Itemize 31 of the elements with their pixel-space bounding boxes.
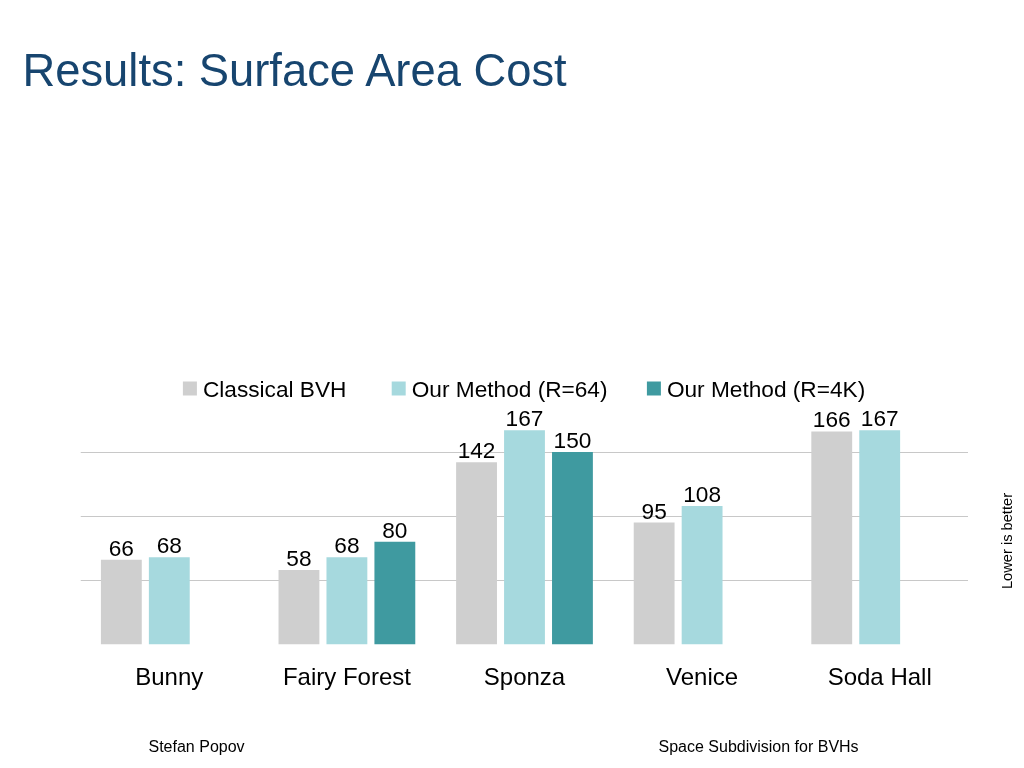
bar	[326, 557, 368, 645]
x-tick-label: Fairy Forest	[282, 662, 412, 690]
data-label: 167	[860, 405, 899, 432]
data-label: 95	[641, 497, 667, 524]
data-label: 167	[505, 405, 544, 432]
x-tick-label: Bunny	[135, 662, 204, 690]
legend-label: Our Method (R=64)	[411, 375, 608, 402]
data-label: 58	[286, 545, 312, 572]
bar	[504, 430, 545, 645]
bar	[374, 541, 416, 645]
data-label: 108	[683, 480, 722, 507]
data-label: 166	[812, 406, 851, 433]
chart-title: Results: Surface Area Cost	[22, 44, 568, 96]
bar	[859, 430, 901, 645]
data-label: 66	[108, 534, 134, 561]
legend-label: Classical BVH	[202, 375, 347, 402]
legend-label: Our Method (R=4K)	[666, 375, 866, 402]
bar	[148, 557, 190, 645]
text: Lower is better	[998, 492, 1015, 590]
x-tick-label: Sponza	[483, 662, 566, 690]
data-label: 142	[457, 437, 496, 464]
bar	[681, 505, 723, 645]
data-label: 80	[382, 516, 408, 543]
bar	[552, 452, 593, 645]
data-label: 150	[553, 427, 592, 454]
x-tick-label: Soda Hall	[827, 662, 932, 690]
text: Stefan Popov	[148, 738, 245, 755]
data-label: 68	[156, 532, 182, 559]
x-tick-label: Venice	[666, 662, 739, 690]
text: Space Subdivision for BVHs	[658, 738, 859, 755]
data-label: 68	[334, 532, 360, 559]
